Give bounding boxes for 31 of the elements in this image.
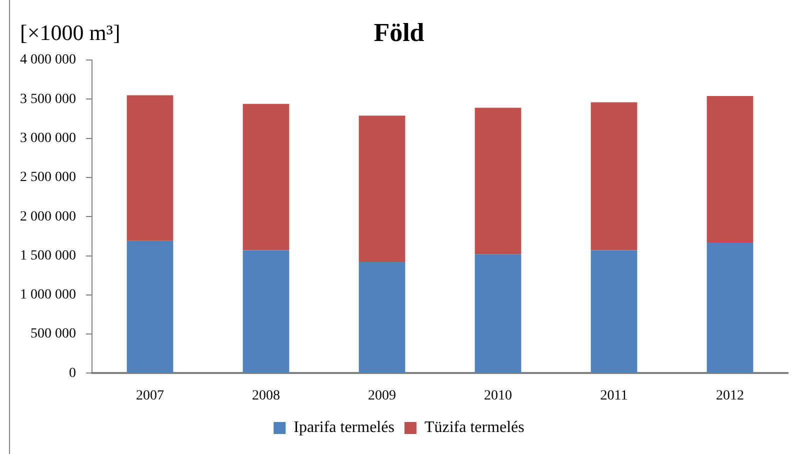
bar: [126, 95, 174, 241]
bar: [242, 250, 290, 373]
y-axis-title: [×1000 m³]: [20, 20, 120, 46]
x-tick-label: 2008: [252, 388, 280, 404]
y-tick-label: 500 000: [30, 326, 76, 342]
bar: [474, 108, 522, 254]
bar: [358, 116, 406, 262]
x-tick-label: 2012: [716, 388, 744, 404]
x-tick-label: 2007: [136, 388, 164, 404]
legend-label: Iparifa termelés: [294, 419, 394, 436]
y-tick-label: 1 000 000: [20, 288, 76, 303]
x-tick-label: 2009: [368, 388, 396, 404]
y-tick-label: 4 000 000: [20, 52, 76, 68]
bar: [590, 102, 638, 250]
bar: [474, 254, 522, 373]
bar: [242, 104, 290, 250]
y-tick-label: 3 000 000: [20, 130, 76, 146]
bar: [126, 240, 174, 373]
bar: [590, 250, 638, 373]
x-tick-label: 2010: [484, 388, 512, 404]
y-tick-label: 0: [69, 366, 76, 381]
y-tick-label: 2 000 000: [20, 209, 76, 224]
y-tick-label: 3 500 000: [20, 92, 76, 107]
bar: [358, 262, 406, 373]
x-tick-label: 2011: [600, 388, 628, 404]
y-tick-label: 1 500 000: [20, 248, 76, 264]
bar: [706, 96, 754, 242]
legend-label: Tüzifa termelés: [424, 419, 524, 436]
chart-title: Föld: [374, 18, 424, 47]
y-tick-label: 2 500 000: [20, 170, 76, 186]
bar: [706, 242, 754, 373]
